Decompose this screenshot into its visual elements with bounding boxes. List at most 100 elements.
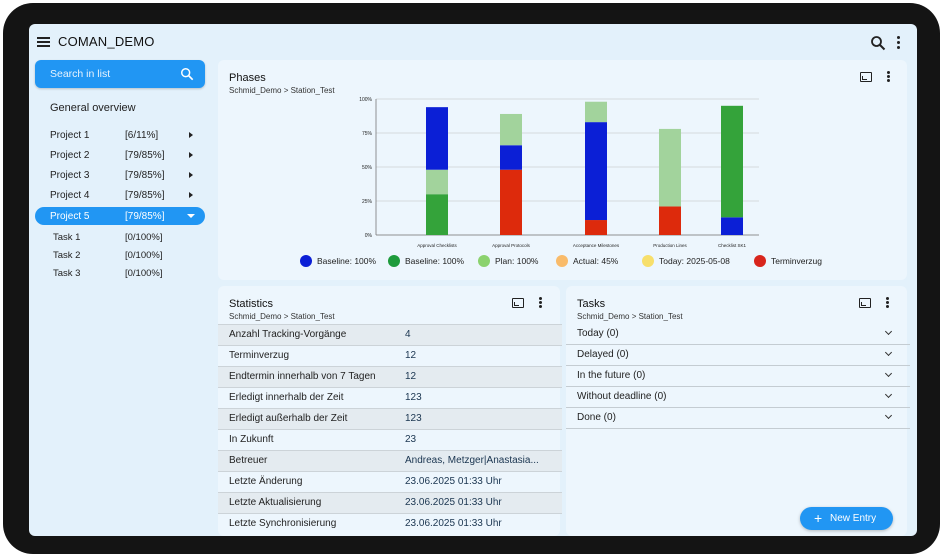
task-progress: [0/100%] [125,268,163,279]
more-options-icon[interactable] [539,297,543,311]
chevron-down-icon[interactable] [884,369,893,378]
chevron-down-icon[interactable] [884,348,893,357]
chart-bar-segment [585,220,607,235]
chevron-down-icon[interactable] [884,390,893,399]
legend-label: Actual: 45% [573,256,619,266]
statistics-value: 123 [405,413,422,424]
more-options-icon[interactable] [886,297,890,311]
task-name: Task 1 [53,232,81,243]
general-overview-link[interactable]: General overview [50,102,136,114]
project-progress: [79/85%] [125,211,165,222]
statistics-row: Terminverzug 12 [218,345,562,366]
sidebar-item-task-2[interactable]: Task 2 [0/100%] [53,248,203,264]
legend-label: Terminverzug [771,256,823,266]
y-tick-label: 75% [362,131,373,137]
more-options-icon[interactable] [897,36,901,50]
statistics-row: Anzahl Tracking-Vorgänge 4 [218,324,562,345]
chevron-right-icon[interactable] [189,172,193,178]
statistics-value: 123 [405,392,422,403]
legend-swatch [478,255,490,267]
y-tick-label: 100% [359,97,372,103]
sidebar-item-project-3[interactable]: Project 3 [79/85%] [35,166,205,184]
phases-card: Phases Schmid_Demo > Station_Test 0% 25% 5… [218,60,907,280]
statistics-key: In Zukunft [229,434,274,445]
statistics-row: Letzte Aktualisierung 23.06.2025 01:33 Uh… [218,492,562,513]
sidebar-item-project-2[interactable]: Project 2 [79/85%] [35,146,205,164]
statistics-value: Andreas, Metzger|Anastasia... [405,455,539,466]
chevron-right-icon[interactable] [189,152,193,158]
legend-swatch [388,255,400,267]
fullscreen-icon[interactable] [860,72,872,82]
tasks-breadcrumb: Schmid_Demo > Station_Test [577,312,683,321]
task-progress: [0/100%] [125,250,163,261]
legend-swatch [754,255,766,267]
chevron-down-icon[interactable] [884,327,893,336]
legend-label: Today: 2025-05-08 [659,256,730,266]
chart-bar-segment [500,169,522,235]
task-group-row[interactable]: In the future (0) [566,366,910,387]
chevron-down-icon[interactable] [187,214,195,218]
x-tick-label: Approval Protocols [492,243,531,248]
sidebar-item-task-3[interactable]: Task 3 [0/100%] [53,266,203,282]
task-group-label: Today (0) [577,328,619,339]
sidebar: Search in list General overview Project … [29,60,214,536]
legend-swatch [642,255,654,267]
fullscreen-icon[interactable] [512,298,524,308]
sidebar-item-project-1[interactable]: Project 1 [6/11%] [35,126,205,144]
chart-bar-segment [659,128,681,207]
statistics-key: Terminverzug [229,350,290,361]
task-group-label: Without deadline (0) [577,391,667,402]
tasks-title: Tasks [577,298,606,310]
project-progress: [79/85%] [125,170,165,181]
phases-title: Phases [229,72,266,84]
statistics-key: Erledigt außerhalb der Zeit [229,413,348,424]
top-bar: COMAN_DEMO [29,24,917,60]
project-name: Project 4 [50,190,90,201]
phases-chart: 0% 25% 50% 75% 100% Approval Checklists Approv… [359,97,759,248]
chevron-right-icon[interactable] [189,192,193,198]
task-progress: [0/100%] [125,232,163,243]
task-group-row[interactable]: Without deadline (0) [566,387,910,408]
x-tick-label: Production Lines [653,243,687,248]
statistics-key: Letzte Synchronisierung [229,518,337,529]
statistics-value: 12 [405,371,417,382]
statistics-row: Erledigt außerhalb der Zeit 123 [218,408,562,429]
statistics-value: 23.06.2025 01:33 Uhr [405,497,502,508]
statistics-key: Letzte Aktualisierung [229,497,322,508]
project-progress: [79/85%] [125,190,165,201]
search-icon[interactable] [870,35,886,51]
sidebar-item-project-5[interactable]: Project 5 [79/85%] [35,207,205,225]
legend-label: Plan: 100% [495,256,539,266]
search-icon[interactable] [180,67,194,81]
task-group-row[interactable]: Delayed (0) [566,345,910,366]
more-options-icon[interactable] [887,71,891,85]
y-tick-label: 50% [362,165,373,171]
plus-icon: + [814,510,823,526]
project-name: Project 1 [50,130,90,141]
x-tick-label: Approval Checklists [417,243,457,248]
chevron-down-icon[interactable] [884,411,893,420]
y-tick-label: 0% [365,233,373,239]
search-placeholder: Search in list [50,68,111,80]
legend-swatch [300,255,312,267]
x-tick-label: Checklist SK1 [718,243,747,248]
chevron-right-icon[interactable] [189,132,193,138]
task-group-row[interactable]: Today (0) [566,324,910,345]
new-entry-button[interactable]: + New Entry [800,507,893,530]
statistics-value: 23.06.2025 01:33 Uhr [405,518,502,529]
statistics-row: Endtermin innerhalb von 7 Tagen 12 [218,366,562,387]
task-group-row[interactable]: Done (0) [566,408,910,429]
statistics-key: Endtermin innerhalb von 7 Tagen [229,371,376,382]
fullscreen-icon[interactable] [859,298,871,308]
statistics-value: 4 [405,329,411,340]
sidebar-item-project-4[interactable]: Project 4 [79/85%] [35,186,205,204]
task-group-label: Delayed (0) [577,349,629,360]
project-progress: [6/11%] [125,130,159,141]
chart-bar-segment [426,169,448,195]
statistics-row: Erledigt innerhalb der Zeit 123 [218,387,562,408]
sidebar-item-task-1[interactable]: Task 1 [0/100%] [53,230,203,246]
hamburger-menu-icon[interactable] [37,37,50,47]
chart-bar-segment [426,107,448,170]
search-input[interactable]: Search in list [35,60,205,88]
